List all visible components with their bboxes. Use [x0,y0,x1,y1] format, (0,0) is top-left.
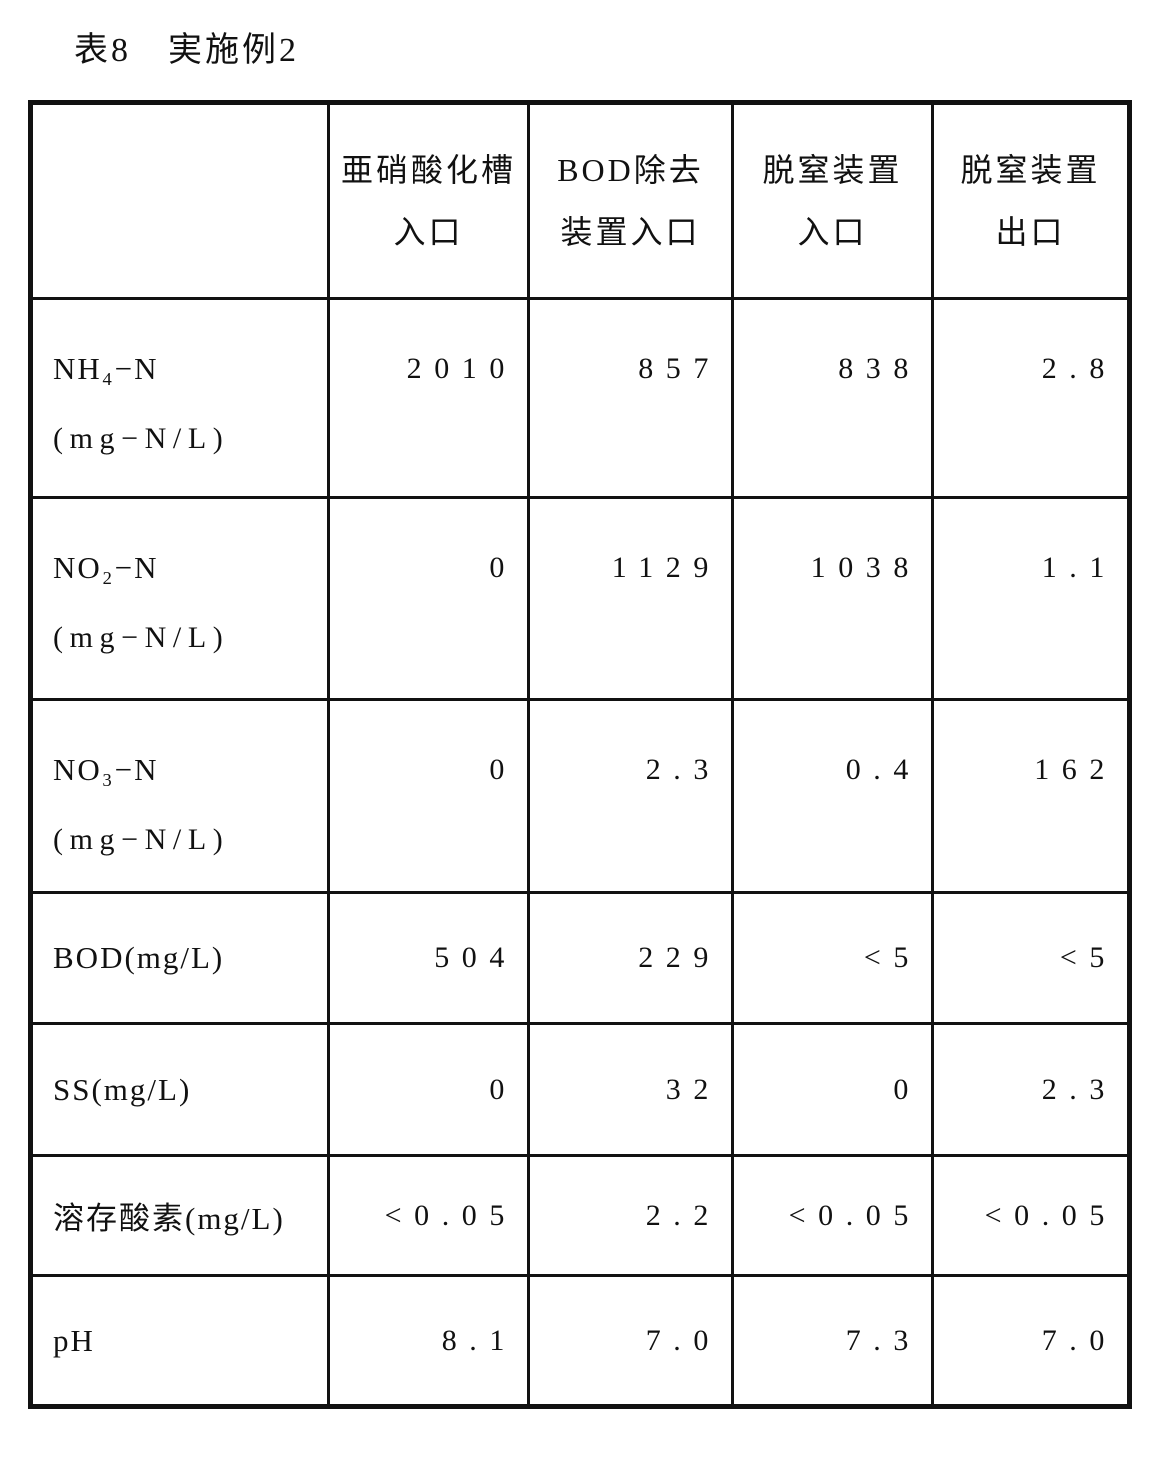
value-cell: 0 [731,1022,934,1157]
value-cell: 7.0 [931,1274,1131,1408]
row-nh4-n: NH₄−N (mg−N/L) 2010 857 838 2.8 [29,297,1131,499]
analyte-unit: (mg−N/L) [53,422,230,455]
value-cell: 1.1 [931,496,1131,701]
table-caption: 表8 実施例2 [74,32,299,69]
row-label: NH₄−N (mg−N/L) [29,297,330,499]
analyte-unit: (mg−N/L) [53,823,230,856]
value-cell: 0.4 [731,698,934,894]
analyte-formula: NO₂−N [53,550,159,585]
value-cell: 857 [527,297,734,499]
row-no2-n: NO₂−N (mg−N/L) 0 1129 1038 1.1 [29,496,1131,701]
value-cell: 7.3 [731,1274,934,1408]
value-cell: <0.05 [931,1154,1131,1277]
column-header-nitritation-tank-inlet: 亜硝酸化槽 入口 [327,101,530,300]
row-label: pH [29,1274,330,1408]
row-label: NO₂−N (mg−N/L) [29,496,330,701]
value-cell: 1129 [527,496,734,701]
value-cell: 2.3 [527,698,734,894]
header-row: 亜硝酸化槽 入口 BOD除去 装置入口 脱窒装置 入口 脱窒装置 出口 [29,101,1131,300]
row-no3-n: NO₃−N (mg−N/L) 0 2.3 0.4 162 [29,698,1131,894]
value-cell: 2.3 [931,1022,1131,1157]
column-header-empty [29,101,330,300]
value-cell: <0.05 [731,1154,934,1277]
value-cell: 7.0 [527,1274,734,1408]
row-label: SS(mg/L) [29,1022,330,1157]
analyte-unit: (mg−N/L) [53,621,230,654]
analyte-formula: NH₄−N [53,351,159,386]
row-dissolved-oxygen: 溶存酸素(mg/L) <0.05 2.2 <0.05 <0.05 [29,1154,1131,1277]
column-header-denitrification-outlet: 脱窒装置 出口 [931,101,1131,300]
row-label: BOD(mg/L) [29,891,330,1025]
analyte-formula: NO₃−N [53,752,159,787]
value-cell: <0.05 [327,1154,530,1277]
value-cell: 8.1 [327,1274,530,1408]
value-cell: 2.2 [527,1154,734,1277]
value-cell: 32 [527,1022,734,1157]
value-cell: 0 [327,1022,530,1157]
value-cell: 2010 [327,297,530,499]
row-ss: SS(mg/L) 0 32 0 2.3 [29,1022,1131,1157]
row-label: NO₃−N (mg−N/L) [29,698,330,894]
column-header-denitrification-inlet: 脱窒装置 入口 [731,101,934,300]
value-cell: 838 [731,297,934,499]
measurement-table: 亜硝酸化槽 入口 BOD除去 装置入口 脱窒装置 入口 脱窒装置 出口 [28,100,1132,1409]
value-cell: 504 [327,891,530,1025]
value-cell: 0 [327,698,530,894]
value-cell: <5 [731,891,934,1025]
row-ph: pH 8.1 7.0 7.3 7.0 [29,1274,1131,1408]
value-cell: 162 [931,698,1131,894]
value-cell: 229 [527,891,734,1025]
column-header-bod-removal-inlet: BOD除去 装置入口 [527,101,734,300]
row-bod: BOD(mg/L) 504 229 <5 <5 [29,891,1131,1025]
value-cell: 1038 [731,496,934,701]
value-cell: 0 [327,496,530,701]
value-cell: <5 [931,891,1131,1025]
value-cell: 2.8 [931,297,1131,499]
row-label: 溶存酸素(mg/L) [29,1154,330,1277]
